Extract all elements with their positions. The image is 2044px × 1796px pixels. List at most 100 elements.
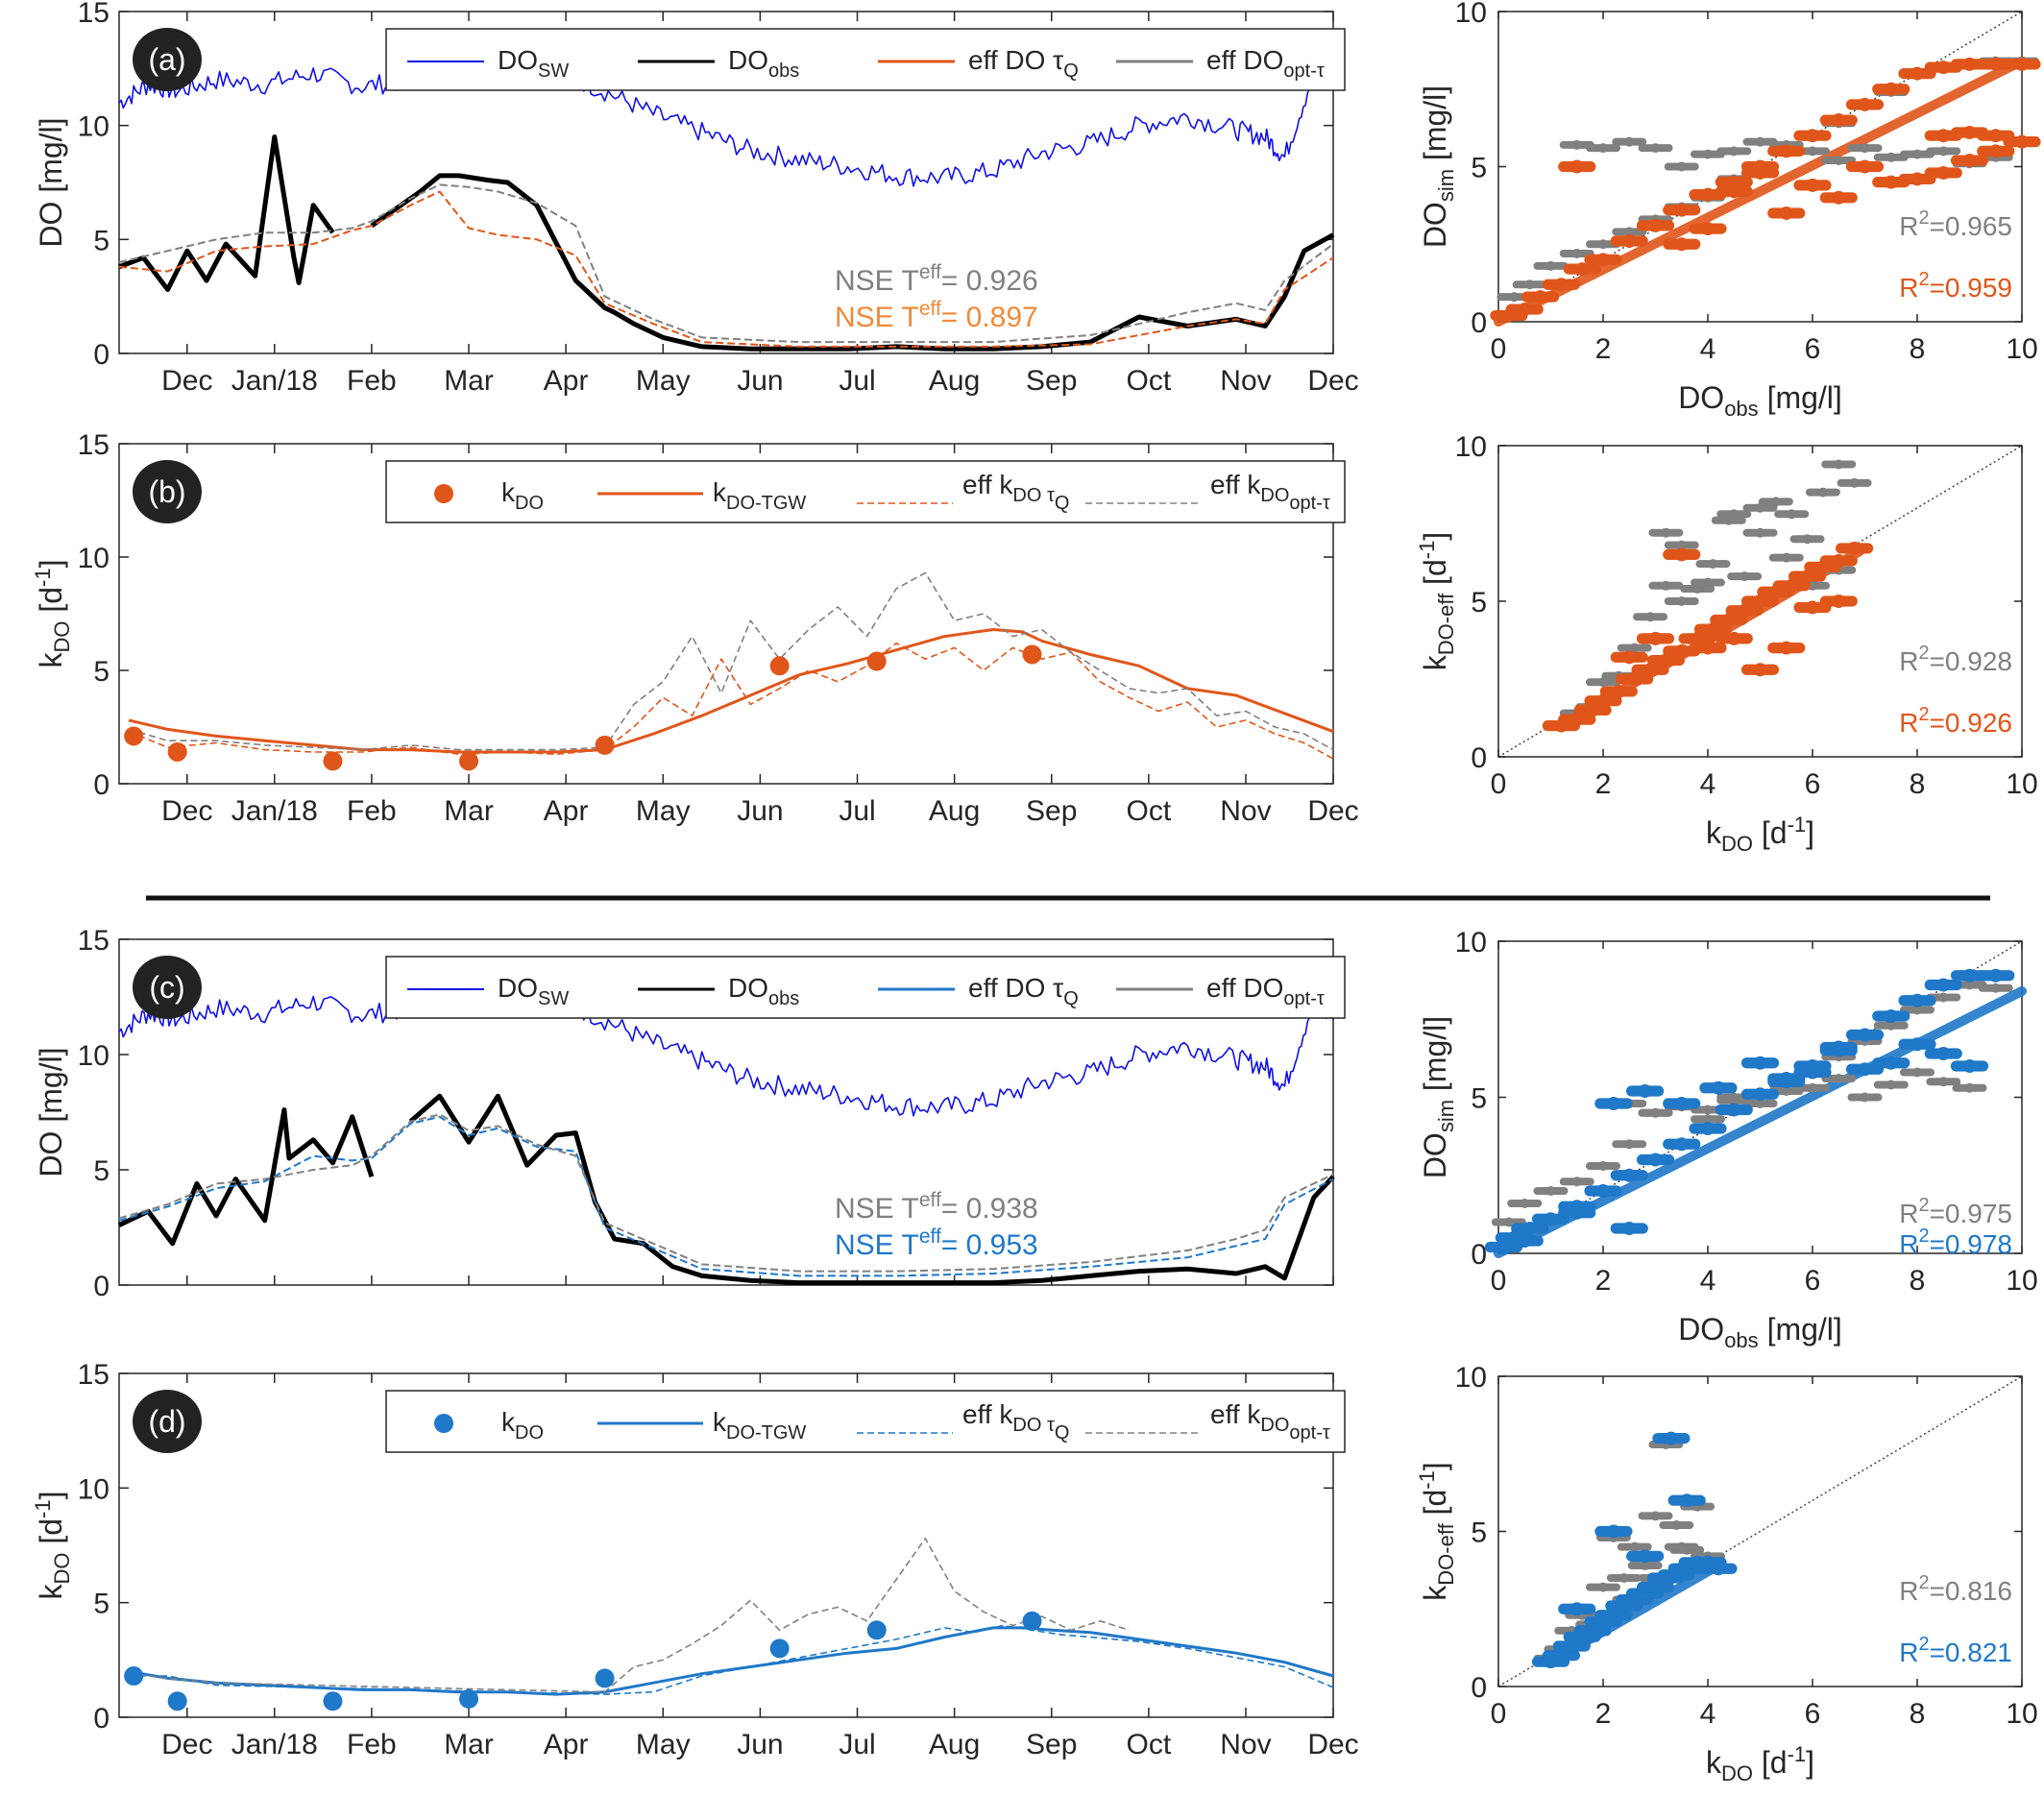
panel-d-scatter-xtick-label: 2	[1595, 1698, 1612, 1730]
panel-c-scatter-r2-second-part: =0.978	[1930, 1229, 2012, 1259]
panel-c-scatter-xlabel-part: [mg/l]	[1759, 1312, 1842, 1347]
panel-b-scatter-r2-first: R2=0.928	[1899, 643, 2012, 676]
panel-b-ytick-label: 10	[78, 543, 110, 574]
panel-b-scatter-xlabel-part: -1	[1788, 813, 1807, 837]
panel-c-scatter-xlabel-part: DO	[1678, 1312, 1724, 1347]
panel-d-ylabel-part: k	[34, 1584, 68, 1600]
panel-b-xtick-label: Jun	[737, 795, 783, 827]
panel-d-xtick-label: Oct	[1127, 1729, 1172, 1760]
panel-d-scatter-ylabel-group: kDO-eff [d-1]	[1415, 1462, 1458, 1600]
panel-c-scatter-r2-second-part: 2	[1918, 1226, 1929, 1247]
panel-c-legend-eff-do-opt-part: opt-τ	[1283, 988, 1324, 1009]
panel-c-scatter-r2-first-part: =0.975	[1930, 1199, 2012, 1228]
panel-b-xtick-label: Jul	[839, 795, 875, 827]
panel-d-scatter-xtick-label: 6	[1805, 1698, 1821, 1730]
panel-c-panel-label: (c)	[149, 970, 184, 1005]
panel-a-legend-do-sw-part: SW	[538, 61, 569, 82]
panel-d-scatter-r2-first: R2=0.816	[1899, 1572, 2012, 1606]
panel-b-scatter-ytick-label: 0	[1471, 742, 1487, 774]
panel-a-panel-label: (a)	[148, 42, 185, 77]
panel-c-scatter-ylabel-group: DOsim [mg/l]	[1418, 1016, 1458, 1178]
panel-d-scatter-r2-second: R2=0.821	[1899, 1634, 2012, 1667]
panel-c-legend-box	[385, 956, 1346, 1019]
panel-c-ytick-label: 0	[93, 1271, 110, 1302]
panel-b-scatter-r2-first-part: R	[1899, 646, 1918, 676]
panel-a-label-badge	[133, 28, 202, 91]
panel-d-ylabel: kDO [d-1]	[31, 1491, 74, 1599]
panel-a-scatter-r2-first-part: =0.965	[1930, 211, 2012, 241]
panel-d-scatter-ytick-label: 10	[1455, 1362, 1487, 1394]
panel-b-scatter-ytick-label: 5	[1471, 587, 1487, 619]
panel-a-scatter-xlabel-part: obs	[1724, 397, 1758, 421]
panel-d-scatter-xlabel-part: ]	[1806, 1745, 1814, 1780]
panel-c-scatter-r2-second-part: R	[1899, 1229, 1918, 1259]
panel-a-nse-second-part: NSE T	[835, 302, 919, 333]
panel-b-panel-label: (b)	[148, 474, 185, 509]
panel-b-legend-eff-k-opt: eff kDOopt-τ	[1210, 470, 1330, 514]
panel-a-scatter-r2-first-part: R	[1899, 211, 1918, 241]
panel-d-xtick-label: Dec	[1307, 1729, 1358, 1760]
panel-d-series-eff-k-tauq	[129, 1624, 1334, 1695]
panel-a-scatter-r2-second-part: R	[1899, 273, 1918, 303]
panel-b-scatter-ylabel-part: DO-eff	[1434, 593, 1458, 655]
panel-d-scatter-ytick-label: 0	[1471, 1672, 1487, 1704]
panel-a-nse-first-part: NSE T	[835, 265, 919, 297]
panel-a-xtick-label: Nov	[1220, 365, 1271, 397]
panel-a-legend-do-obs-part: DO	[728, 45, 768, 75]
panel-b-scatter-ytick-label: 10	[1455, 431, 1487, 463]
panel-c-series-do-obs	[117, 1093, 1335, 1286]
panel-c-nse-second-part: NSE T	[835, 1229, 919, 1261]
panel-d-legend-box	[385, 1390, 1346, 1453]
panel-c-legend-eff-do-tauq-part: Q	[1063, 988, 1079, 1009]
panel-d-series-eff-k-opt	[129, 1538, 1130, 1693]
panel-a-ylabel-group: DO [mg/l]	[34, 117, 68, 247]
panel-a-xtick-label: Dec	[161, 365, 212, 397]
panel-c-nse-first: NSE Teff= 0.938	[835, 1189, 1038, 1225]
panel-a-legend-do-sw: DOSW	[498, 45, 569, 82]
panel-b-ylabel-part: -1	[31, 568, 55, 587]
panel-b-xtick-label: Apr	[544, 795, 589, 827]
panel-b-legend-eff-k-tauq-part: DO τ	[1012, 485, 1055, 506]
panel-c-legend-do-sw-part: SW	[538, 988, 569, 1009]
panel-c-scatter-xtick-label: 6	[1805, 1265, 1821, 1297]
panel-b-legend-kdo: kDO	[501, 477, 544, 514]
panel-d-kdo-point	[769, 1638, 790, 1659]
panel-d-legend-eff-k-opt-part: DO	[1260, 1415, 1289, 1436]
panel-b-legend-marker-kdo	[434, 484, 453, 503]
panel-a-legend-do-obs-part: obs	[768, 61, 799, 82]
panel-d-scatter-xtick-label: 8	[1910, 1698, 1926, 1730]
panel-d-legend-eff-k-opt-part: eff k	[1210, 1399, 1261, 1429]
panel-b-scatter-xlabel-part: [d	[1753, 815, 1788, 850]
panel-a-scatter-fit-band	[1494, 56, 2027, 327]
panel-d-ytick-label: 15	[78, 1359, 110, 1391]
panel-c-nse-first-part: NSE T	[835, 1193, 919, 1225]
panel-d-scatter-ylabel-part: [d	[1418, 1490, 1452, 1524]
panel-c-ytick-label: 5	[93, 1155, 110, 1187]
panel-a-scatter-r2-first-part: 2	[1918, 207, 1929, 229]
panel-b-ylabel-group: kDO [d-1]	[31, 559, 74, 667]
panel-a-xtick-label: Jun	[737, 365, 783, 397]
panel-d-kdo-point	[1022, 1611, 1042, 1631]
panel-c-series-eff-do-tauq	[118, 1115, 1334, 1277]
panel-d-ylabel-part: -1	[31, 1499, 55, 1518]
panel-b-series-eff-k-opt	[128, 571, 1334, 751]
panel-b-legend-eff-k-tauq-part: eff k	[962, 470, 1013, 499]
panel-b-scatter-r2-second-part: R	[1899, 708, 1918, 738]
panel-d-scatter-xlabel-part: [d	[1753, 1745, 1788, 1780]
panel-c-legend-do-obs-part: obs	[768, 988, 799, 1009]
panel-c-legend-eff-do-tauq-part: eff DO τ	[968, 973, 1063, 1003]
panel-d-xtick-label: Jan/18	[231, 1729, 318, 1760]
panel-a-scatter-ylabel-group: DOsim [mg/l]	[1418, 85, 1458, 248]
panel-b-ytick-label: 5	[93, 656, 110, 688]
panel-b-scatter-xlabel-part: ]	[1806, 815, 1814, 850]
panel-d-scatter-xlabel-part: k	[1706, 1745, 1722, 1780]
panel-d-legend-kdo: kDO	[501, 1407, 544, 1444]
panel-d-kdo-point	[124, 1666, 144, 1687]
panel-a-series-do-obs	[118, 134, 1335, 352]
panel-d-scatter-xlabel-part: -1	[1788, 1742, 1807, 1766]
panel-d-legend-kdo-part: k	[501, 1407, 516, 1437]
panel-b-kdo-point	[769, 656, 790, 676]
panel-d-legend-eff-k-opt-part: opt-τ	[1289, 1422, 1329, 1444]
panel-d-ytick-label: 5	[93, 1589, 110, 1620]
panel-b-ylabel-part: DO	[50, 621, 74, 653]
